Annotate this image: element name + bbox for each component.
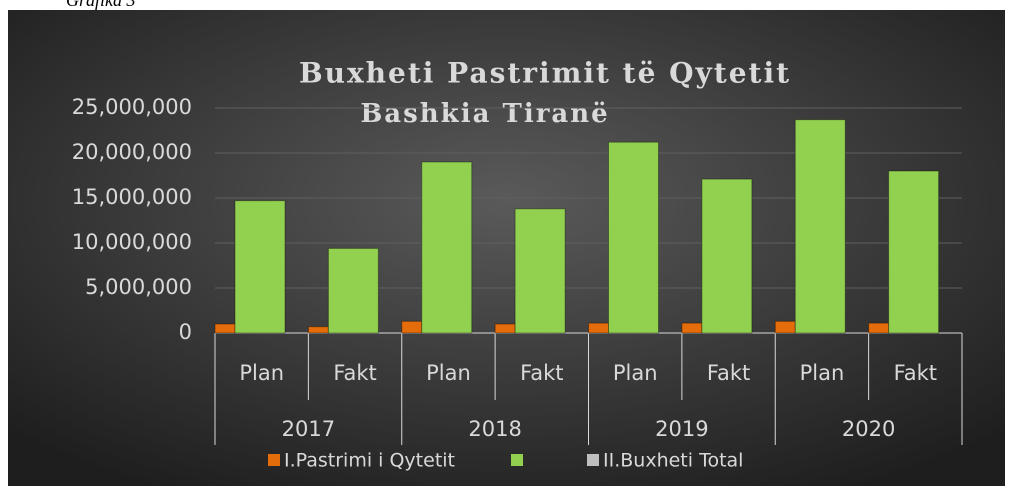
x-tick-label: Plan: [426, 361, 471, 385]
bar: [327, 247, 379, 334]
caption: Grafika 3: [66, 0, 136, 10]
x-tick-label: Fakt: [894, 361, 937, 385]
x-tick-label: Fakt: [333, 361, 376, 385]
x-tick-label: Fakt: [520, 361, 563, 385]
y-tick-label: 10,000,000: [72, 230, 192, 254]
bar: [681, 322, 703, 334]
bar: [868, 322, 890, 334]
bar: [608, 141, 659, 334]
bar: [494, 323, 516, 334]
x-tick-label: Fakt: [707, 361, 750, 385]
legend-swatch: [268, 454, 280, 466]
group-label: 2017: [282, 417, 335, 441]
y-tick-label: 0: [179, 320, 192, 344]
y-tick-label: 15,000,000: [72, 185, 192, 209]
bar: [701, 178, 753, 334]
bar: [401, 320, 423, 334]
legend-label: I.Pastrimi i Qytetit: [284, 450, 455, 472]
bar: [214, 323, 236, 334]
y-tick-label: 5,000,000: [85, 275, 192, 299]
group-label: 2019: [655, 417, 708, 441]
y-tick-label: 20,000,000: [72, 140, 192, 164]
bar: [588, 322, 609, 334]
bar: [794, 119, 846, 334]
bar: [888, 170, 940, 334]
legend-swatch: [511, 454, 523, 466]
chart-title: Buxheti Pastrimit të Qytetit: [299, 57, 791, 90]
group-label: 2018: [468, 417, 521, 441]
bar: [774, 320, 796, 334]
bar: [514, 208, 566, 334]
x-tick-label: Plan: [239, 361, 284, 385]
chart-subtitle: Bashkia Tiranë: [360, 99, 609, 129]
x-tick-label: Plan: [800, 361, 845, 385]
bar: [307, 326, 329, 334]
legend-swatch: [587, 454, 599, 466]
legend-label: II.Buxheti Total: [603, 450, 743, 472]
bar: [234, 200, 286, 334]
y-tick-label: 25,000,000: [72, 95, 192, 119]
bar: [421, 161, 473, 334]
group-label: 2020: [842, 417, 895, 441]
x-tick-label: Plan: [613, 361, 658, 385]
